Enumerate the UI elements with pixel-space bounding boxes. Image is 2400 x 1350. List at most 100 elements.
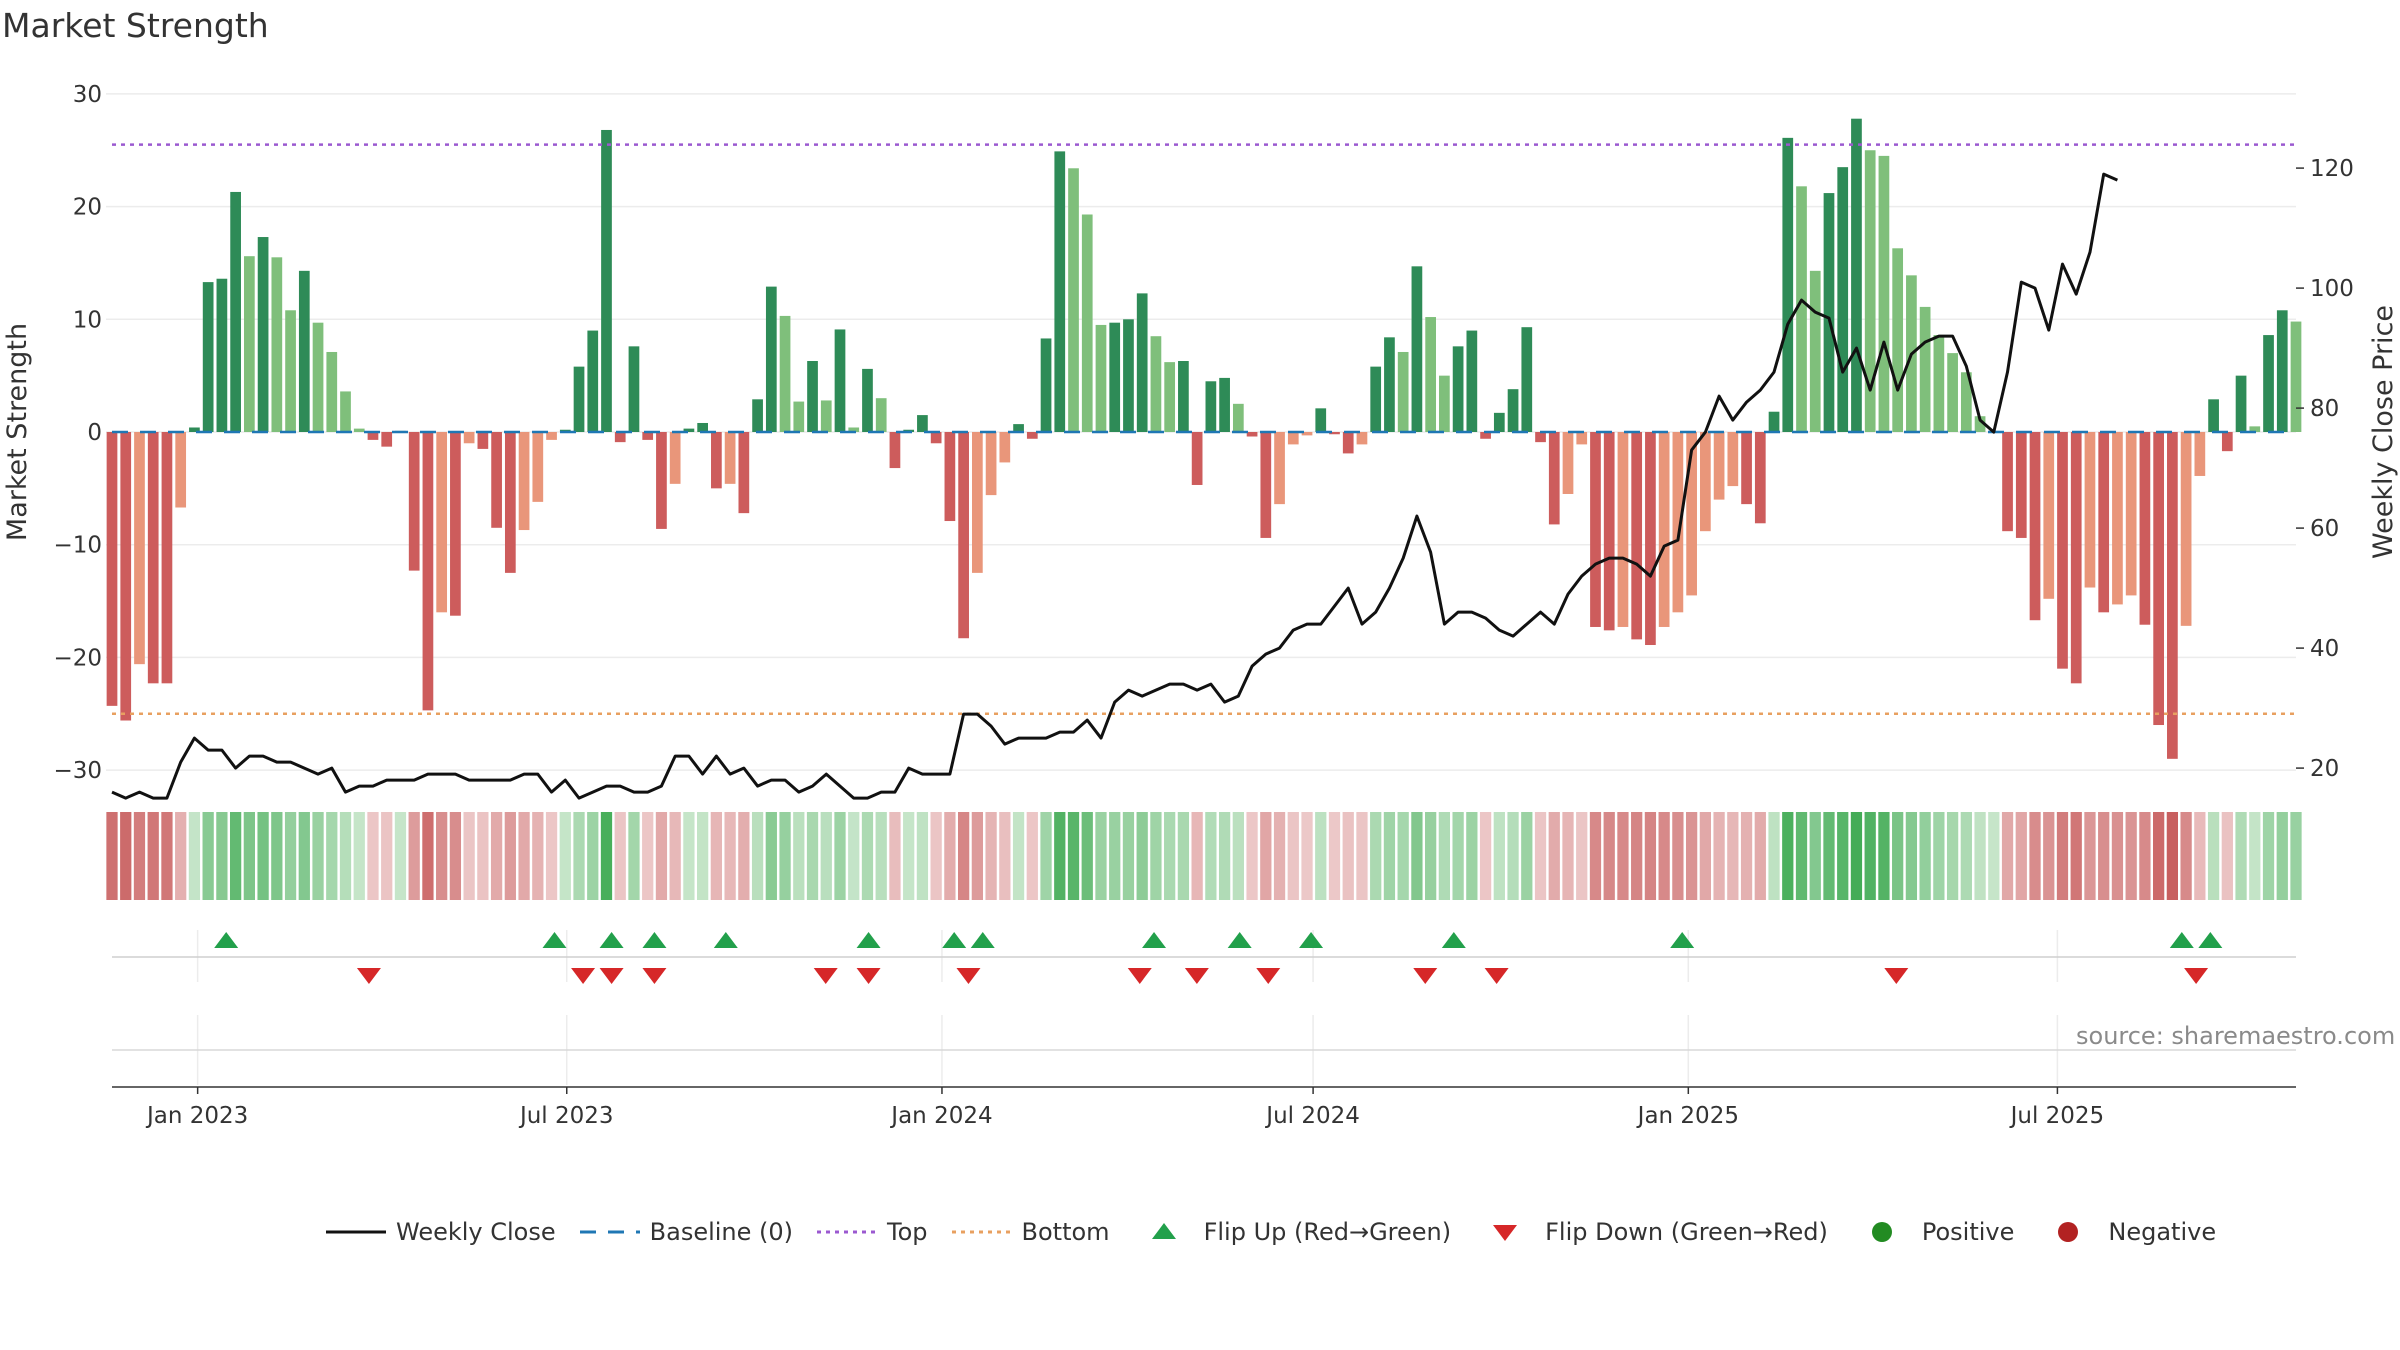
strength-bar <box>1960 372 1972 432</box>
y2-tick-label: 40 <box>2310 636 2339 662</box>
strength-bar <box>257 237 269 432</box>
flip-down-marker <box>856 968 881 984</box>
heat-cell <box>161 812 173 900</box>
heat-cell <box>120 812 132 900</box>
triangle-up-icon <box>1151 1223 1176 1239</box>
heat-cell <box>916 812 929 900</box>
source-watermark: source: sharemaestro.com <box>2076 1022 2396 1050</box>
heat-cell <box>1740 812 1753 900</box>
heat-cell <box>545 812 558 900</box>
strength-bar <box>1150 336 1162 432</box>
strength-bar <box>463 432 475 444</box>
heat-cell <box>861 812 874 900</box>
flip-markers <box>112 932 2296 984</box>
heat-cell <box>1397 812 1409 900</box>
strength-bar <box>1356 432 1368 445</box>
strength-bar <box>1878 155 1890 432</box>
heat-cell <box>1892 812 1904 900</box>
heat-cell <box>326 812 338 900</box>
heat-cell <box>999 812 1011 900</box>
heat-cell <box>889 812 901 900</box>
strength-bar <box>285 310 296 432</box>
strength-bar <box>1164 362 1176 432</box>
strength-bar <box>1782 137 1794 432</box>
heat-cell <box>1548 812 1560 900</box>
heat-cell <box>2235 812 2247 900</box>
strength-bar <box>985 432 997 496</box>
heat-cell <box>1479 812 1492 900</box>
heat-cell <box>1754 812 1766 900</box>
heat-cell <box>1589 812 1602 900</box>
heat-cell <box>1946 812 1959 900</box>
flip-down-marker <box>1256 968 1281 984</box>
strength-bar <box>807 360 818 432</box>
heat-cell <box>1974 812 1986 900</box>
strength-bar <box>326 351 338 432</box>
strength-bar <box>1521 327 1533 432</box>
strength-bar <box>244 256 255 432</box>
strength-bar <box>491 432 502 528</box>
heat-cell <box>1576 812 1588 900</box>
strength-bar <box>1617 432 1629 627</box>
dot-icon <box>2058 1222 2079 1242</box>
strength-bar <box>1260 432 1272 538</box>
heat-cell <box>820 812 832 900</box>
strength-bar <box>1837 167 1849 432</box>
heat-cell <box>2194 812 2206 900</box>
strength-bar <box>2153 432 2164 726</box>
strength-bar <box>999 432 1011 463</box>
flip-up-marker <box>970 932 995 948</box>
flip-up-marker <box>1670 932 1695 948</box>
strength-bar <box>408 432 420 571</box>
heat-cell <box>1452 812 1464 900</box>
heat-cell <box>710 812 723 900</box>
flip-down-marker <box>571 968 596 984</box>
legend-item-flip-up: Flip Up (Red→Green) <box>1132 1218 1451 1246</box>
heat-cell <box>2290 812 2302 900</box>
heat-cell <box>642 812 654 900</box>
strength-bar <box>1466 330 1478 432</box>
heat-cell <box>957 812 970 900</box>
heat-cell <box>1150 812 1162 900</box>
legend-label: Baseline (0) <box>649 1218 794 1246</box>
heat-cell <box>449 812 462 900</box>
heat-cell <box>1315 812 1327 900</box>
y-tick-label: −30 <box>53 758 102 784</box>
flip-down-marker <box>356 968 381 984</box>
strength-bar <box>2208 399 2219 432</box>
flip-down-marker <box>2184 968 2209 984</box>
heat-cell <box>367 812 379 900</box>
strength-bar <box>175 432 187 508</box>
flip-up-marker <box>942 932 967 948</box>
flip-up-marker <box>1299 932 1324 948</box>
strength-bar <box>697 422 708 432</box>
flip-up-marker <box>542 932 567 948</box>
heat-cell <box>1191 812 1203 900</box>
strength-bar <box>2290 321 2302 432</box>
heat-cell <box>312 812 324 900</box>
heat-cell <box>188 812 201 900</box>
x-tick-label: Jan 2024 <box>889 1103 992 1129</box>
heat-cell <box>2221 812 2233 900</box>
heat-cell <box>559 812 571 900</box>
strength-bar <box>1232 403 1244 432</box>
strength-bar <box>546 432 557 440</box>
gridlines <box>106 93 2296 1085</box>
heat-cell <box>573 812 585 900</box>
heat-cell <box>600 812 613 900</box>
heat-cell <box>394 812 407 900</box>
heat-cell <box>381 812 393 900</box>
flip-up-marker <box>1441 932 1466 948</box>
flip-down-marker <box>956 968 981 984</box>
y-tick-label: −10 <box>53 533 102 559</box>
heat-cell <box>1356 812 1368 900</box>
heat-cell <box>614 812 626 900</box>
flip-down-marker <box>1413 968 1438 984</box>
strength-bar <box>353 428 365 432</box>
strength-bar <box>1123 319 1134 432</box>
strength-bar <box>1274 432 1285 505</box>
heat-cell <box>1850 812 1863 900</box>
heat-cell <box>532 812 544 900</box>
legend-line-symbol <box>326 1230 386 1234</box>
heat-cell <box>1081 812 1093 900</box>
